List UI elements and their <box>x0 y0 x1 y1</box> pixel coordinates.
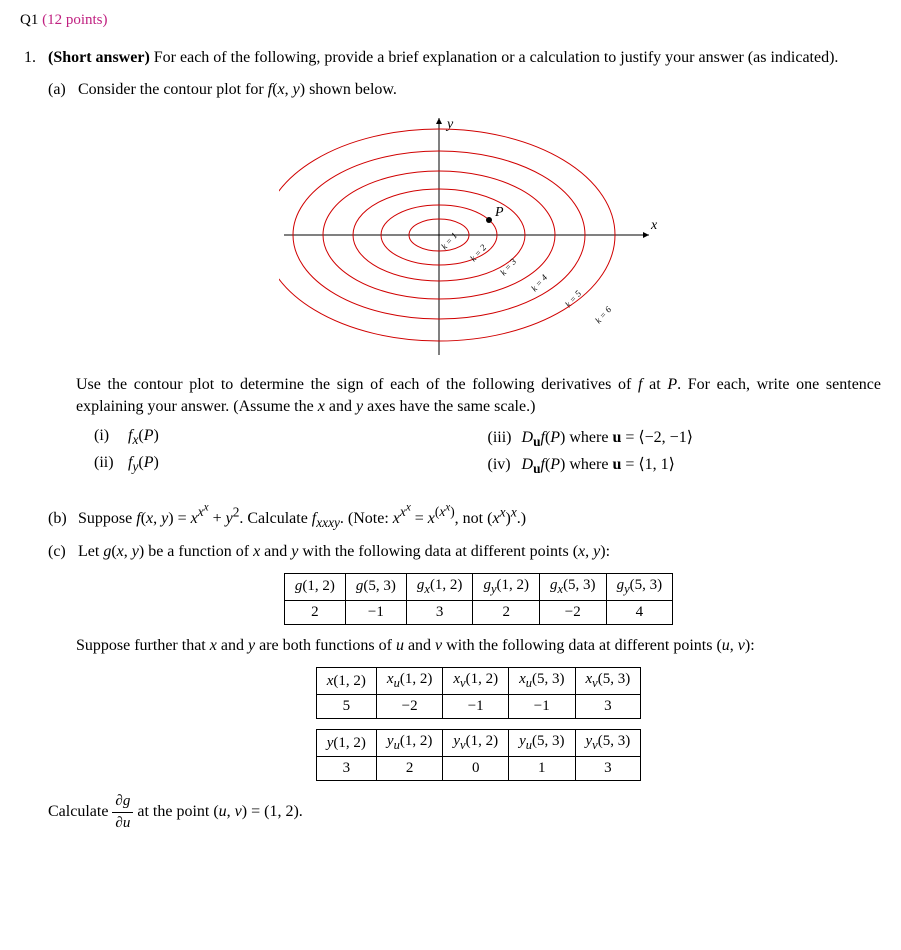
table-header: yu(1, 2) <box>376 730 442 757</box>
part-a-label: (a) <box>48 79 74 101</box>
table-cell: 5 <box>316 695 376 719</box>
problem-lead: 1. (Short answer) For each of the follow… <box>48 47 881 69</box>
problem-lead-rest: For each of the following, provide a bri… <box>150 49 839 66</box>
table-cell: 3 <box>406 600 473 624</box>
table-header: gx(5, 3) <box>540 573 607 600</box>
table-g: g(1, 2)g(5, 3)gx(1, 2)gy(1, 2)gx(5, 3)gy… <box>284 573 673 625</box>
table-cell: −1 <box>509 695 575 719</box>
table-cell: 2 <box>473 600 540 624</box>
contour-plot: xyk = 1k = 2k = 3k = 4k = 5k = 6P <box>279 110 679 360</box>
table-y: y(1, 2)yu(1, 2)yv(1, 2)yu(5, 3)yv(5, 3)3… <box>316 729 641 781</box>
partial-fraction: ∂g∂u <box>112 791 133 834</box>
table-cell: 2 <box>376 757 442 781</box>
part-c: (c) Let g(x, y) be a function of x and y… <box>76 541 881 835</box>
svg-text:k = 6: k = 6 <box>593 304 614 325</box>
table-cell: −1 <box>345 600 406 624</box>
table-header: yu(5, 3) <box>509 730 575 757</box>
table-cell: 4 <box>606 600 673 624</box>
roman-iii-text: Duf(P) where u = ⟨−2, −1⟩ <box>522 429 693 446</box>
calc-prefix: Calculate <box>48 804 108 821</box>
roman-iv-label: (iv) <box>488 456 518 474</box>
svg-text:x: x <box>650 218 658 233</box>
part-c-intro: Let g(x, y) be a function of x and y wit… <box>78 543 610 560</box>
part-b-text: Suppose f(x, y) = xxx + y2. Calculate fx… <box>78 510 526 527</box>
table-header: gy(1, 2) <box>473 573 540 600</box>
table-cell: 2 <box>284 600 345 624</box>
part-b-label: (b) <box>48 508 74 530</box>
svg-text:P: P <box>494 205 504 220</box>
table-cell: 3 <box>316 757 376 781</box>
svg-text:k = 5: k = 5 <box>563 288 584 309</box>
roman-ii-text: fy(P) <box>128 454 159 471</box>
part-c-label: (c) <box>48 541 74 563</box>
table-header: g(1, 2) <box>284 573 345 600</box>
table-cell: 3 <box>575 695 641 719</box>
table-header: xv(1, 2) <box>443 668 509 695</box>
part-c-mid: Suppose further that x and y are both fu… <box>76 635 881 657</box>
part-a-intro: Consider the contour plot for f(x, y) sh… <box>78 81 397 98</box>
table-cell: −2 <box>540 600 607 624</box>
table-cell: −2 <box>376 695 442 719</box>
roman-row-2: (ii) fy(P) (iv) Duf(P) where u = ⟨1, 1⟩ <box>94 454 881 477</box>
question-header: Q1 (12 points) <box>20 12 881 29</box>
table-cell: 3 <box>575 757 641 781</box>
table-header: x(1, 2) <box>316 668 376 695</box>
table-x: x(1, 2)xu(1, 2)xv(1, 2)xu(5, 3)xv(5, 3) 5… <box>316 667 641 719</box>
roman-i-label: (i) <box>94 427 124 445</box>
table-header: xu(1, 2) <box>376 668 442 695</box>
table-header: xu(5, 3) <box>509 668 575 695</box>
table-header: gy(5, 3) <box>606 573 673 600</box>
roman-row-1: (i) fx(P) (iii) Duf(P) where u = ⟨−2, −1… <box>94 427 881 450</box>
roman-iv-text: Duf(P) where u = ⟨1, 1⟩ <box>522 456 675 473</box>
roman-i-text: fx(P) <box>128 427 159 444</box>
problem-body: 1. (Short answer) For each of the follow… <box>20 47 881 834</box>
table-header: xv(5, 3) <box>575 668 641 695</box>
table-header: y(1, 2) <box>316 730 376 757</box>
table-cell: 0 <box>443 757 509 781</box>
table-cell: 1 <box>509 757 575 781</box>
table-header: yv(5, 3) <box>575 730 641 757</box>
problem-number: 1. <box>24 47 44 69</box>
roman-ii-label: (ii) <box>94 454 124 472</box>
table-header: yv(1, 2) <box>443 730 509 757</box>
problem-lead-bold: (Short answer) <box>48 49 150 66</box>
question-number: Q1 <box>20 12 38 28</box>
table-header: g(5, 3) <box>345 573 406 600</box>
table-cell: −1 <box>443 695 509 719</box>
roman-iii-label: (iii) <box>488 429 518 447</box>
calc-suffix: at the point (u, v) = (1, 2). <box>137 804 302 821</box>
table-header: gx(1, 2) <box>406 573 473 600</box>
part-a-after: Use the contour plot to determine the si… <box>76 374 881 419</box>
part-c-calc: Calculate ∂g∂u at the point (u, v) = (1,… <box>48 791 881 834</box>
svg-text:k = 4: k = 4 <box>529 272 550 293</box>
svg-text:k = 3: k = 3 <box>498 256 519 277</box>
question-points: (12 points) <box>42 12 107 28</box>
part-a: (a) Consider the contour plot for f(x, y… <box>76 79 881 477</box>
part-b: (b) Suppose f(x, y) = xxx + y2. Calculat… <box>76 501 881 533</box>
